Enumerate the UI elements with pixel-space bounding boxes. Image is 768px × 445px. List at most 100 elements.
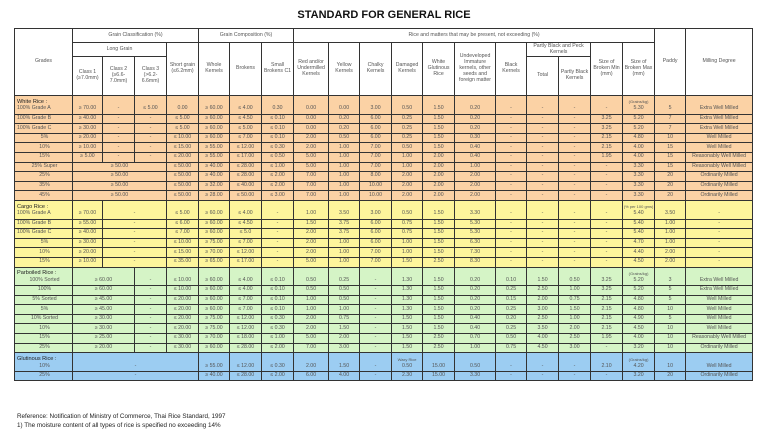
- value-cell: 0.20: [454, 285, 497, 296]
- value-cell: ≥ 5.00: [72, 151, 103, 163]
- value-cell: 7.00: [293, 342, 330, 354]
- value-cell: ≤ 2.00: [261, 370, 295, 382]
- value-cell: ≤ 50.00: [165, 190, 200, 201]
- table-row: 45% ≥ 50.00 ≤ 50.00 ≥ 28.00 ≤ 50.00 ≤ 3.00 7.0…: [14, 190, 754, 201]
- section-title: Glutinous Rice :: [14, 352, 73, 363]
- value-cell: ≤ 15.00: [165, 142, 200, 153]
- value-cell: 2.15: [590, 323, 624, 335]
- value-cell: 4.00: [328, 370, 361, 382]
- value-cell: ≤ 12.00: [229, 313, 263, 325]
- value-cell: 5.20: [622, 276, 656, 287]
- value-cell: 2.00: [293, 313, 330, 325]
- value-cell: ≥ 60.00: [72, 285, 135, 296]
- page-title: STANDARD FOR GENERAL RICE: [297, 9, 471, 21]
- value-cell: 1.50: [526, 276, 560, 287]
- value-cell: -: [558, 180, 592, 192]
- grade-cell: 5%: [14, 304, 73, 315]
- value-cell: ≤ 28.00: [229, 370, 263, 382]
- table-row: 10% Sorted ≥ 30.00- ≤ 20.00 ≥ 75.00 ≤ 12.00 ≤…: [14, 313, 754, 325]
- value-cell: -: [261, 209, 295, 220]
- value-cell: 0.50: [328, 285, 361, 296]
- section-header-cell: [685, 352, 754, 363]
- value-cell: -: [526, 247, 560, 258]
- value-cell: 5.30: [454, 228, 497, 239]
- value-cell: Extra Well Milled: [685, 105, 754, 115]
- value-cell: 0.20: [454, 294, 497, 306]
- value-cell: 5.00: [293, 333, 330, 344]
- value-cell: 2.50: [526, 285, 560, 296]
- value-cell: -: [558, 247, 592, 258]
- value-cell: 15: [654, 142, 687, 153]
- value-cell: ≤ 2.00: [261, 180, 295, 192]
- value-cell: -: [134, 304, 167, 315]
- value-cell: -: [359, 370, 393, 382]
- value-cell: ≤ 30.00: [165, 342, 200, 354]
- value-cell: Ordinarily Milled: [685, 342, 754, 354]
- value-cell: 1.00: [391, 151, 424, 163]
- value-cell: 2.00: [293, 142, 330, 153]
- section-title: Cargo Rice :: [14, 199, 73, 210]
- value-cell: -: [558, 237, 592, 249]
- value-cell: ≤ 17.00: [229, 151, 263, 163]
- value-cell: Ordinarily Milled: [685, 190, 754, 201]
- value-cell: -: [526, 190, 560, 201]
- value-cell: -: [495, 161, 528, 173]
- header-class2: Class 2 (≥6.6-7.0mm): [102, 56, 135, 96]
- value-cell: -: [526, 142, 560, 153]
- header-red: Red and/or Undermilled Kernels: [293, 42, 330, 96]
- value-cell: 5.00: [293, 151, 330, 163]
- value-cell: 10: [654, 323, 687, 335]
- value-cell: ≤ 1.00: [261, 333, 295, 344]
- value-cell: -: [359, 313, 393, 325]
- value-cell: -: [261, 247, 295, 258]
- value-cell: ≥ 70.00: [72, 105, 103, 115]
- value-cell: -: [526, 132, 560, 144]
- value-cell: ≤ 0.10: [261, 113, 295, 125]
- value-cell: 0.50: [495, 333, 528, 344]
- value-cell: ≥ 60.00: [198, 113, 231, 125]
- value-cell: ≥ 55.00: [198, 151, 231, 163]
- value-cell: ≤ 28.00: [229, 171, 263, 182]
- value-cell: -: [134, 113, 167, 125]
- value-cell: 8.30: [454, 256, 497, 268]
- section-header-cell: [229, 95, 263, 105]
- value-cell: 4.00: [622, 142, 656, 153]
- section-header-cell: [261, 266, 295, 277]
- value-cell: ≤ 20.00: [165, 151, 200, 163]
- value-cell: ≥ 45.00: [72, 304, 135, 315]
- value-cell: 7.00: [293, 171, 330, 182]
- value-cell: 7.00: [359, 142, 393, 153]
- rice-standard-table: Grades Grain Classification (%) Grain Co…: [14, 28, 754, 382]
- section-header-cell: [328, 352, 361, 363]
- value-cell: 3.00: [558, 342, 592, 354]
- value-cell: 1.50: [422, 285, 456, 296]
- value-cell: ≥ 75.00: [198, 323, 231, 335]
- value-cell: 1.00: [328, 304, 361, 315]
- value-cell: -: [526, 113, 560, 125]
- value-cell: 5.40: [622, 228, 656, 239]
- value-cell: 0.20: [328, 113, 361, 125]
- value-cell: ≤ 10.00: [165, 132, 200, 144]
- value-cell: 7.00: [359, 247, 393, 258]
- value-cell: -: [102, 237, 167, 249]
- value-cell: -: [685, 247, 754, 258]
- table-row: 5% ≥ 45.00- ≤ 20.00 ≥ 60.00 ≤ 7.00 ≤ 0.10 1.00…: [14, 304, 754, 315]
- value-cell: -: [495, 142, 528, 153]
- value-cell: 3.20: [622, 370, 656, 382]
- value-cell: -: [558, 123, 592, 134]
- value-cell: ≤ 0.10: [261, 276, 295, 287]
- value-cell: 2.00: [422, 151, 456, 163]
- value-cell: 0.00: [293, 113, 330, 125]
- value-cell: Well Milled: [685, 313, 754, 325]
- paddy-unit-note: (Grains/kg): [622, 352, 656, 363]
- value-cell: 2.00: [293, 132, 330, 144]
- value-cell: ≥ 60.00: [198, 209, 231, 220]
- section-header-cell: [590, 266, 624, 277]
- value-cell: 2.15: [590, 304, 624, 315]
- value-cell: -: [495, 228, 528, 239]
- value-cell: -: [102, 151, 135, 163]
- value-cell: 0.00: [293, 123, 330, 134]
- table-row: 5% Sorted ≥ 45.00- ≤ 20.00 ≥ 60.00 ≤ 7.00 ≤ 0…: [14, 294, 754, 306]
- value-cell: 2.50: [558, 333, 592, 344]
- value-cell: -: [590, 228, 624, 239]
